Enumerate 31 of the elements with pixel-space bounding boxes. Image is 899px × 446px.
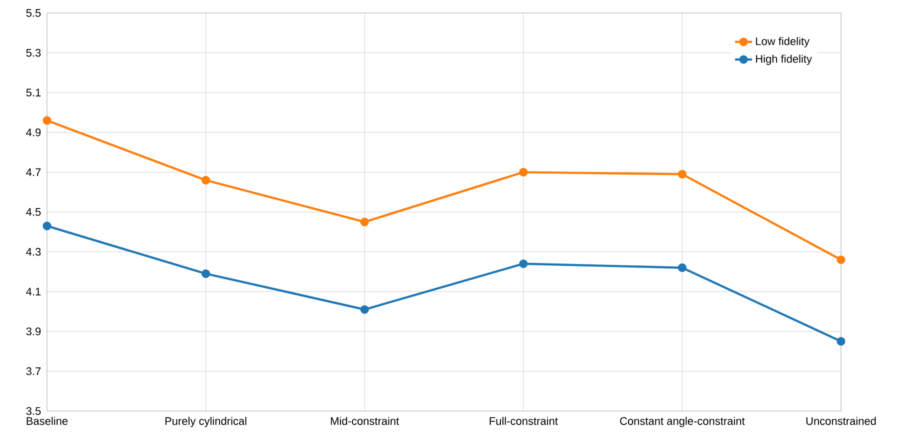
- x-tick-label: Unconstrained: [806, 416, 876, 425]
- x-tick-label: Baseline: [26, 416, 68, 425]
- point: [836, 255, 846, 264]
- y-tick-label: 4.3: [26, 248, 41, 256]
- y-tick-label: 3.9: [26, 328, 41, 336]
- y-tick-label: 5.1: [26, 88, 41, 96]
- y-tick-label: 3.5: [26, 407, 41, 415]
- y-tick-label: 5.3: [26, 48, 41, 57]
- legend-label: High fidelity: [756, 54, 812, 65]
- y-tick-label: 4.9: [26, 128, 41, 136]
- point: [678, 170, 687, 178]
- x-tick-label: Purely cylindrical: [165, 416, 246, 428]
- point: [360, 218, 369, 226]
- point: [42, 116, 52, 125]
- y-tick-label: 4.1: [26, 288, 41, 296]
- x-tick-label: Full-constraint: [490, 416, 558, 425]
- x-tick-label: Mid-constraint: [330, 416, 400, 425]
- point: [519, 168, 528, 176]
- y-tick-label: 4.5: [26, 208, 41, 216]
- y-tick-label: 3.7: [26, 367, 41, 376]
- point: [42, 222, 52, 230]
- point: [678, 263, 687, 272]
- point: [836, 337, 846, 346]
- legend-label: Low fidelity: [756, 37, 810, 48]
- point: [519, 259, 528, 268]
- point: [360, 305, 369, 314]
- point: [202, 269, 210, 278]
- y-tick-label: 4.7: [26, 168, 41, 176]
- x-tick-label: Constant angle-constraint: [620, 416, 745, 428]
- point: [202, 176, 210, 184]
- y-tick-label: 5.5: [26, 9, 41, 17]
